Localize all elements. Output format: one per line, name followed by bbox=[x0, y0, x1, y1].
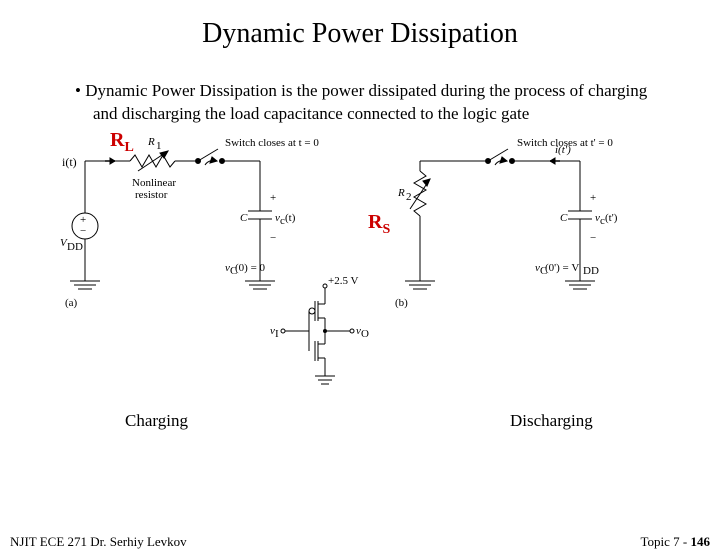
switch-a-text: Switch closes at t = 0 bbox=[225, 137, 319, 149]
rs-text: R bbox=[368, 211, 382, 233]
svg-text:−: − bbox=[270, 232, 276, 244]
page-number: 146 bbox=[691, 534, 711, 549]
nonlinear-text: Nonlinear bbox=[132, 177, 176, 189]
svg-text:DD: DD bbox=[67, 241, 83, 253]
footer-right-prefix: Topic 7 - bbox=[641, 534, 691, 549]
svg-text:2: 2 bbox=[406, 191, 412, 203]
panel-a-label: (a) bbox=[65, 297, 78, 309]
rs-sub: S bbox=[382, 222, 390, 237]
vsupply-text: +2.5 V bbox=[328, 276, 359, 287]
panel-b-label: (b) bbox=[395, 297, 408, 309]
caption-charging: Charging bbox=[125, 411, 188, 431]
svg-text:C: C bbox=[240, 212, 248, 224]
svg-text:i(t'): i(t') bbox=[555, 144, 571, 156]
diagram-area: RL RS bbox=[0, 131, 720, 381]
svg-text:+: + bbox=[590, 192, 596, 204]
circuit-b: R 2 Switch closes at t' = 0 i(t') + C v … bbox=[395, 131, 705, 321]
mosfet-circuit: +2.5 V v I v O bbox=[270, 276, 380, 406]
svg-text:I: I bbox=[275, 328, 279, 340]
rs-label: RS bbox=[368, 211, 390, 238]
svg-text:R: R bbox=[147, 136, 155, 148]
svg-text:1: 1 bbox=[156, 140, 162, 152]
caption-discharging: Discharging bbox=[510, 411, 593, 431]
svg-text:−: − bbox=[80, 225, 86, 237]
svg-text:+: + bbox=[270, 192, 276, 204]
svg-text:DD: DD bbox=[583, 265, 599, 277]
footer-right: Topic 7 - 146 bbox=[641, 534, 711, 550]
footer-left: NJIT ECE 271 Dr. Serhiy Levkov bbox=[10, 534, 187, 550]
it-label: i(t) bbox=[62, 155, 77, 169]
svg-text:(t): (t) bbox=[285, 212, 296, 224]
svg-text:(0') = V: (0') = V bbox=[545, 262, 579, 274]
bullet-text: Dynamic Power Dissipation is the power d… bbox=[75, 80, 665, 126]
svg-text:O: O bbox=[361, 328, 369, 340]
svg-text:(t'): (t') bbox=[605, 212, 618, 224]
svg-text:(0) = 0: (0) = 0 bbox=[235, 262, 266, 274]
svg-text:R: R bbox=[397, 187, 405, 199]
slide-title: Dynamic Power Dissipation bbox=[0, 18, 720, 50]
svg-text:−: − bbox=[590, 232, 596, 244]
resistor-text: resistor bbox=[135, 189, 168, 201]
svg-text:C: C bbox=[560, 212, 568, 224]
